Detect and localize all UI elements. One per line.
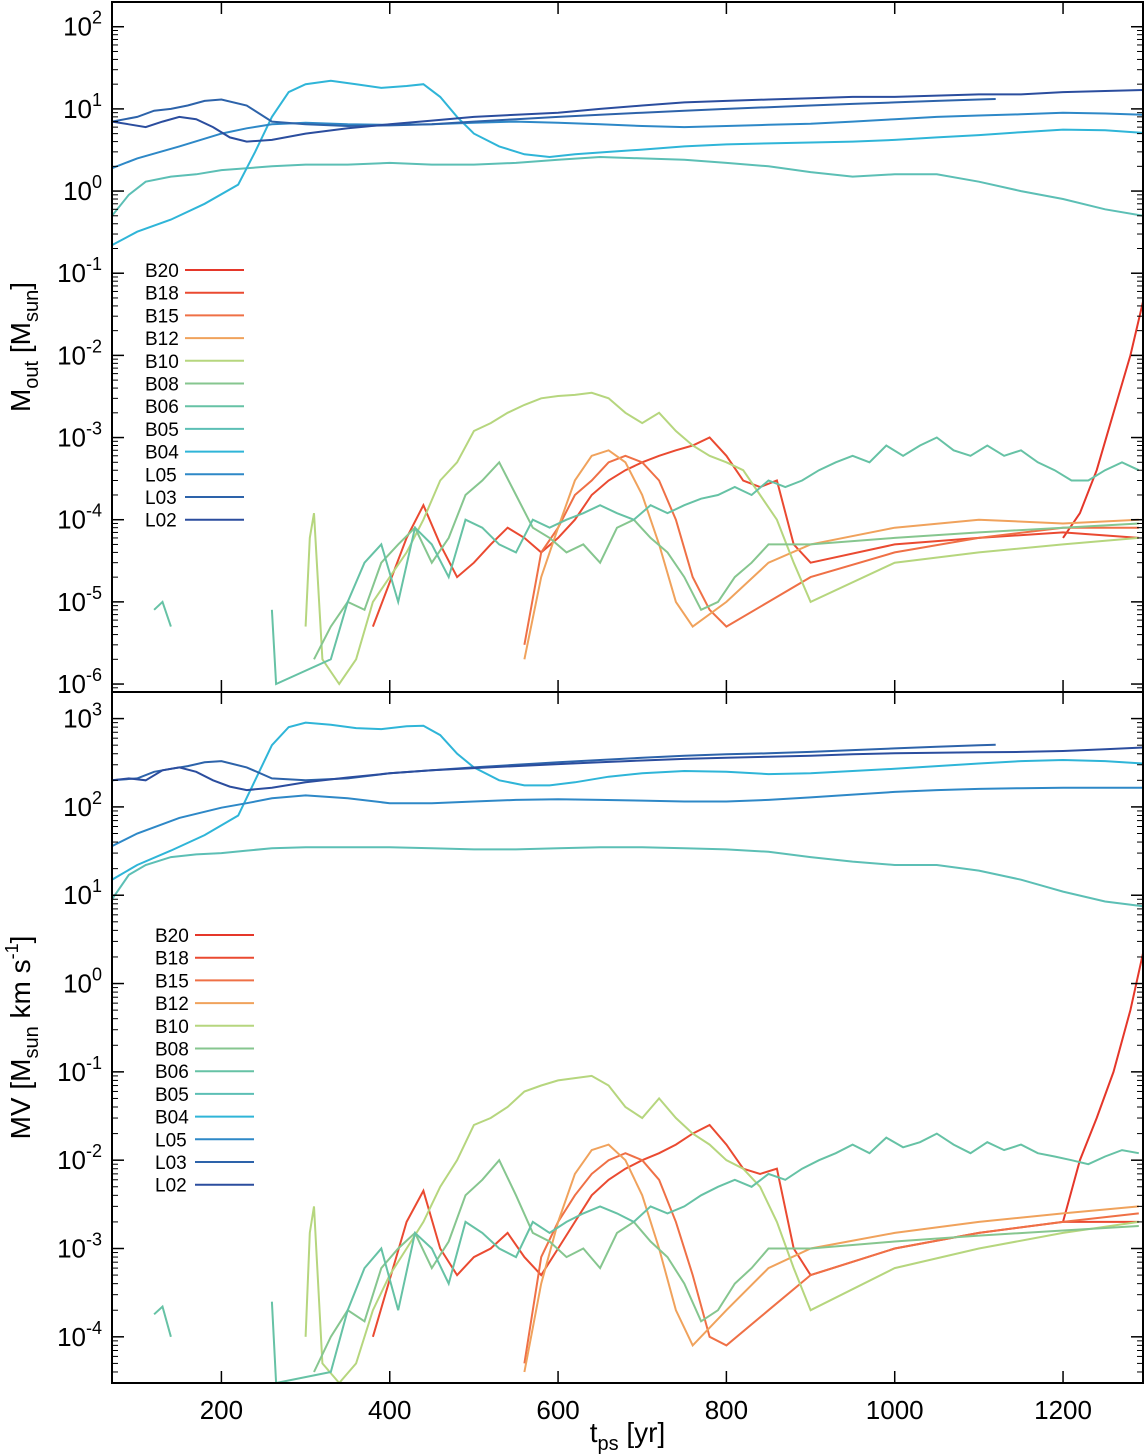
x-tick-label: 600 [536, 1395, 579, 1425]
legend-label-l02: L02 [155, 1176, 187, 1197]
legend-label-b18: B18 [155, 949, 189, 970]
legend-label-l02: L02 [145, 511, 177, 532]
series-line-l05 [112, 111, 1143, 170]
y-tick-label: 10-1 [57, 254, 102, 288]
series-line-b06 [153, 1132, 1139, 1383]
y-tick-label: 101 [63, 876, 102, 910]
series-line-b10 [304, 1074, 1139, 1383]
series-line-b18 [371, 436, 1139, 627]
x-axis-label: tps [yr] [590, 1417, 666, 1455]
legend-label-b06: B06 [145, 397, 179, 418]
y-tick-label: 10-3 [57, 1230, 102, 1264]
y-tick-label: 10-4 [57, 501, 102, 535]
series-line-b10 [304, 391, 1139, 686]
series-lines [112, 79, 1143, 686]
legend-label-b15: B15 [155, 971, 189, 992]
y-axis-label: MV [Msun km s-1] [2, 936, 43, 1140]
series-line-b04 [112, 721, 1143, 881]
y-axis-label: Mout [Msun] [5, 282, 43, 412]
y-tick-label: 100 [63, 965, 102, 999]
series-line-b06 [153, 436, 1140, 686]
series-line-l03 [112, 743, 996, 782]
y-tick-label: 102 [63, 788, 102, 822]
series-line-b18 [371, 1123, 1139, 1338]
legend-label-b12: B12 [145, 329, 179, 350]
legend-label-b05: B05 [145, 420, 179, 441]
x-tick-label: 1000 [866, 1395, 924, 1425]
series-line-b15 [523, 1152, 1139, 1364]
legend-label-l03: L03 [155, 1153, 187, 1174]
series-line-l02 [112, 746, 1143, 792]
series-line-b08 [313, 1158, 1139, 1373]
y-tick-label: 101 [63, 90, 102, 124]
y-tick-label: 10-3 [57, 419, 102, 453]
y-tick-label: 10-1 [57, 1053, 102, 1087]
legend-label-b04: B04 [145, 443, 179, 464]
series-line-b05 [112, 846, 1143, 908]
series-line-b05 [112, 155, 1143, 217]
legend-label-b20: B20 [155, 926, 189, 947]
y-tick-label: 103 [63, 700, 102, 734]
series-line-b20 [1062, 301, 1143, 539]
legend-label-b08: B08 [145, 375, 179, 396]
y-tick-label: 10-5 [57, 583, 102, 617]
y-tick-label: 10-2 [57, 1141, 102, 1175]
series-line-b04 [112, 79, 1143, 246]
series-line-b08 [313, 460, 1139, 660]
legend-label-l05: L05 [145, 465, 177, 486]
legend-label-b15: B15 [145, 306, 179, 327]
y-tick-label: 10-6 [57, 665, 102, 699]
legend-label-l03: L03 [145, 488, 177, 509]
bottom-panel: 10-4 10-3 10-2 10-1 100 101 102 103 200 400 600 800… [2, 691, 1144, 1455]
legend-label-b20: B20 [145, 261, 179, 282]
top-panel: 10-6 10-5 10-4 10-3 10-2 10-1 100 101 102 Mout [M… [5, 1, 1144, 699]
legend-label-b05: B05 [155, 1085, 189, 1106]
series-line-b12 [523, 1143, 1139, 1373]
series-line-b20 [1062, 953, 1143, 1223]
y-tick-label: 100 [63, 172, 102, 206]
series-line-l03 [112, 98, 996, 128]
legend-label-b06: B06 [155, 1062, 189, 1083]
x-tick-label: 400 [368, 1395, 411, 1425]
legend-label-b08: B08 [155, 1040, 189, 1061]
series-lines [112, 721, 1143, 1383]
legend-label-l05: L05 [155, 1130, 187, 1151]
y-tick-label: 102 [63, 8, 102, 42]
legend-label-b10: B10 [155, 1017, 189, 1038]
y-tick-label: 10-2 [57, 336, 102, 370]
legend-label-b10: B10 [145, 352, 179, 373]
plot-frame [111, 1, 1144, 693]
series-line-l02 [112, 89, 1143, 143]
x-tick-label: 800 [705, 1395, 748, 1425]
x-tick-label: 1200 [1034, 1395, 1092, 1425]
y-tick-label: 10-4 [57, 1318, 102, 1352]
plot-frame [111, 691, 1144, 1384]
x-tick-label: 200 [200, 1395, 243, 1425]
series-line-b15 [523, 454, 1139, 645]
series-line-b12 [523, 449, 1139, 660]
series-line-l05 [112, 786, 1143, 847]
legend-label-b18: B18 [145, 284, 179, 305]
legend-label-b04: B04 [155, 1108, 189, 1129]
legend-label-b12: B12 [155, 994, 189, 1015]
